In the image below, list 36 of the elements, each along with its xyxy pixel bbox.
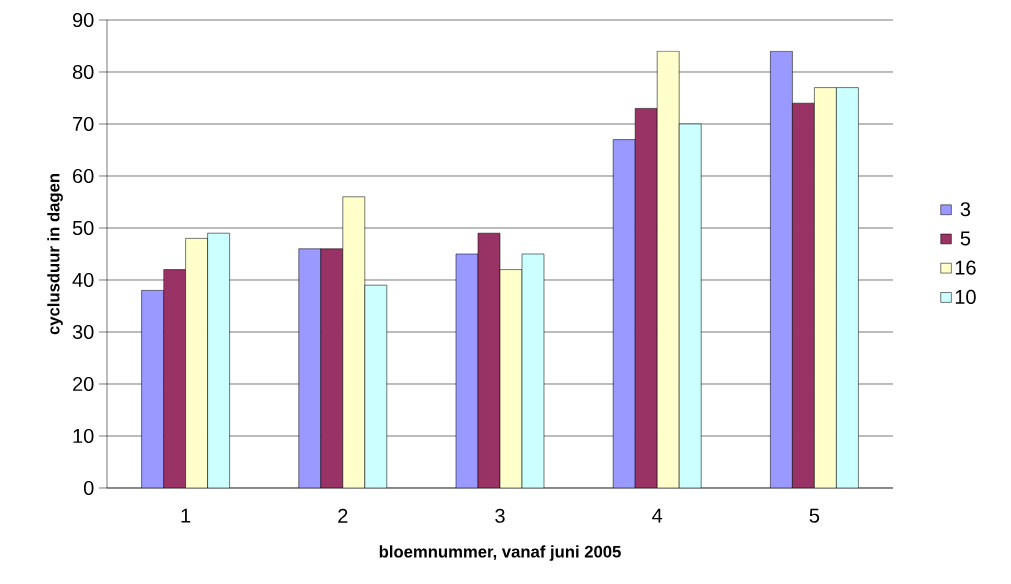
x-tick-label: 4 bbox=[652, 508, 663, 523]
y-tick-label: 0 bbox=[83, 480, 94, 496]
bar bbox=[499, 269, 523, 488]
y-tick-label: 90 bbox=[72, 12, 94, 28]
x-tick-label: 1 bbox=[181, 508, 191, 523]
bar bbox=[320, 248, 344, 488]
bar bbox=[364, 284, 388, 488]
y-tick-label: 60 bbox=[73, 168, 94, 184]
x-axis-title: bloemnummer, vanaf juni 2005 bbox=[379, 545, 621, 561]
y-tick-label: 20 bbox=[73, 376, 94, 392]
x-tick-label: 2 bbox=[338, 508, 348, 523]
bar bbox=[163, 269, 186, 488]
legend-label: 3 bbox=[960, 202, 971, 217]
bar bbox=[792, 102, 815, 488]
y-tick-label: 10 bbox=[73, 428, 94, 444]
x-tick-label: 3 bbox=[495, 508, 505, 523]
y-axis-title: cyclusduur in dagen bbox=[47, 174, 63, 335]
bar bbox=[634, 108, 658, 488]
bar bbox=[185, 238, 208, 488]
y-tick-label: 80 bbox=[72, 64, 94, 80]
legend-label: 10 bbox=[955, 289, 976, 304]
x-tick-label: 5 bbox=[809, 508, 820, 523]
bar bbox=[521, 253, 545, 488]
y-tick-label: 40 bbox=[72, 272, 94, 288]
bar bbox=[678, 123, 702, 488]
y-tick-label: 50 bbox=[72, 220, 94, 236]
bar bbox=[814, 87, 837, 488]
bar bbox=[207, 232, 230, 488]
bar bbox=[342, 196, 366, 488]
bar bbox=[477, 232, 501, 488]
legend-label: 16 bbox=[955, 260, 976, 275]
bar bbox=[656, 50, 680, 488]
bar bbox=[836, 87, 859, 488]
y-tick-label: 30 bbox=[72, 324, 94, 340]
y-tick-label: 70 bbox=[73, 116, 94, 132]
legend-label: 5 bbox=[960, 231, 971, 246]
